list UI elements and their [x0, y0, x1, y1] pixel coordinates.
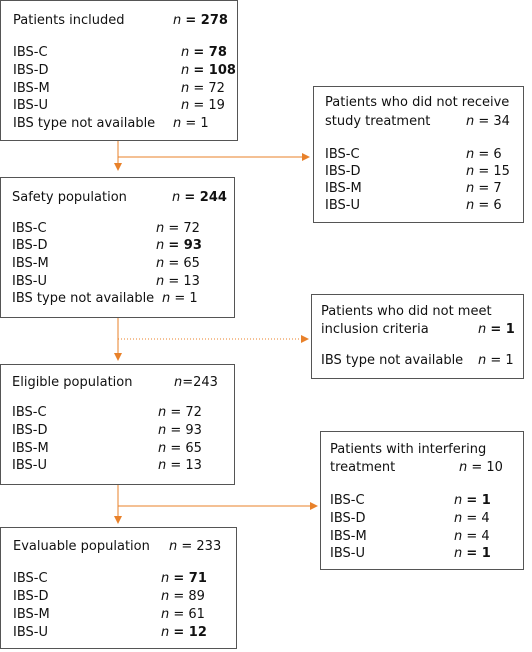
- box-title-count: n = 244: [172, 190, 227, 205]
- row-label: IBS type not available: [12, 291, 155, 306]
- box-title-count: n = 34: [466, 114, 510, 129]
- row-label: IBS-M: [12, 256, 49, 271]
- row-label: IBS-C: [12, 405, 47, 420]
- box-safety-population: Safety population n = 244 IBS-C n = 72 I…: [0, 177, 235, 318]
- box-title-count: n = 10: [459, 460, 503, 475]
- row-label: IBS-U: [13, 625, 48, 640]
- box-title: Patients included: [13, 13, 125, 28]
- row-label: IBS-D: [13, 63, 49, 78]
- box-title-line1: Patients who did not receive: [325, 95, 510, 110]
- row-value: n = 93: [156, 238, 202, 253]
- row-value: n = 12: [161, 625, 207, 640]
- row-value: n = 71: [161, 571, 207, 586]
- box-title-line1: Patients with interfering: [330, 442, 487, 457]
- row-value: n = 93: [158, 423, 202, 438]
- row-value: n = 78: [181, 45, 227, 60]
- row-value: n = 72: [158, 405, 202, 420]
- row-value: n = 6: [466, 198, 502, 213]
- row-label: IBS-U: [12, 274, 47, 289]
- box-not-meet-inclusion: Patients who did not meet inclusion crit…: [311, 294, 524, 379]
- box-title-line1: Patients who did not meet: [321, 304, 492, 319]
- row-label: IBS-M: [325, 181, 362, 196]
- row-label: IBS-C: [325, 147, 360, 162]
- row-value: n = 65: [156, 256, 200, 271]
- row-value: n = 61: [161, 607, 205, 622]
- row-label: IBS type not available: [321, 353, 464, 368]
- box-no-study-treatment: Patients who did not receive study treat…: [313, 86, 524, 223]
- row-value: n = 4: [454, 529, 490, 544]
- row-label: IBS-D: [13, 589, 49, 604]
- row-label: IBS-D: [325, 164, 361, 179]
- box-title-line2: inclusion criteria: [321, 322, 429, 337]
- row-value: n = 1: [173, 116, 209, 131]
- row-value: n = 1: [454, 493, 491, 508]
- box-title: Safety population: [12, 190, 127, 205]
- row-label: IBS-U: [330, 546, 365, 561]
- row-label: IBS-M: [330, 529, 367, 544]
- row-value: n = 13: [158, 458, 202, 473]
- box-title-count: n = 1: [478, 322, 515, 337]
- row-value: n = 65: [158, 441, 202, 456]
- row-label: IBS type not available: [13, 116, 156, 131]
- row-value: n = 89: [161, 589, 205, 604]
- row-label: IBS-U: [13, 98, 48, 113]
- row-label: IBS-U: [325, 198, 360, 213]
- box-title-count: n = 278: [173, 13, 228, 28]
- row-value: n = 13: [156, 274, 200, 289]
- row-value: n = 15: [466, 164, 510, 179]
- row-label: IBS-D: [12, 238, 48, 253]
- row-label: IBS-U: [12, 458, 47, 473]
- row-label: IBS-C: [12, 221, 47, 236]
- row-value: n = 1: [478, 353, 514, 368]
- box-title-count: n=243: [174, 375, 218, 390]
- row-label: IBS-C: [13, 45, 48, 60]
- row-value: n = 1: [162, 291, 198, 306]
- box-evaluable-population: Evaluable population n = 233 IBS-C n = 7…: [0, 527, 237, 649]
- row-value: n = 7: [466, 181, 502, 196]
- row-value: n = 6: [466, 147, 502, 162]
- box-title-count: n = 233: [169, 539, 222, 554]
- row-label: IBS-D: [12, 423, 48, 438]
- row-value: n = 72: [181, 81, 225, 96]
- row-label: IBS-M: [12, 441, 49, 456]
- row-value: n = 1: [454, 546, 491, 561]
- row-label: IBS-C: [13, 571, 48, 586]
- box-title-line2: study treatment: [325, 114, 431, 129]
- box-title-line2: treatment: [330, 460, 396, 475]
- box-patients-included: Patients included n = 278 IBS-C n = 78 I…: [0, 0, 238, 141]
- box-title: Evaluable population: [13, 539, 150, 554]
- row-value: n = 4: [454, 511, 490, 526]
- box-interfering-treatment: Patients with interfering treatment n = …: [320, 431, 524, 570]
- box-eligible-population: Eligible population n=243 IBS-C n = 72 I…: [0, 364, 235, 485]
- row-value: n = 19: [181, 98, 225, 113]
- row-value: n = 72: [156, 221, 200, 236]
- row-label: IBS-M: [13, 81, 50, 96]
- row-label: IBS-C: [330, 493, 365, 508]
- row-value: n = 108: [181, 63, 236, 78]
- box-title: Eligible population: [12, 375, 133, 390]
- row-label: IBS-D: [330, 511, 366, 526]
- row-label: IBS-M: [13, 607, 50, 622]
